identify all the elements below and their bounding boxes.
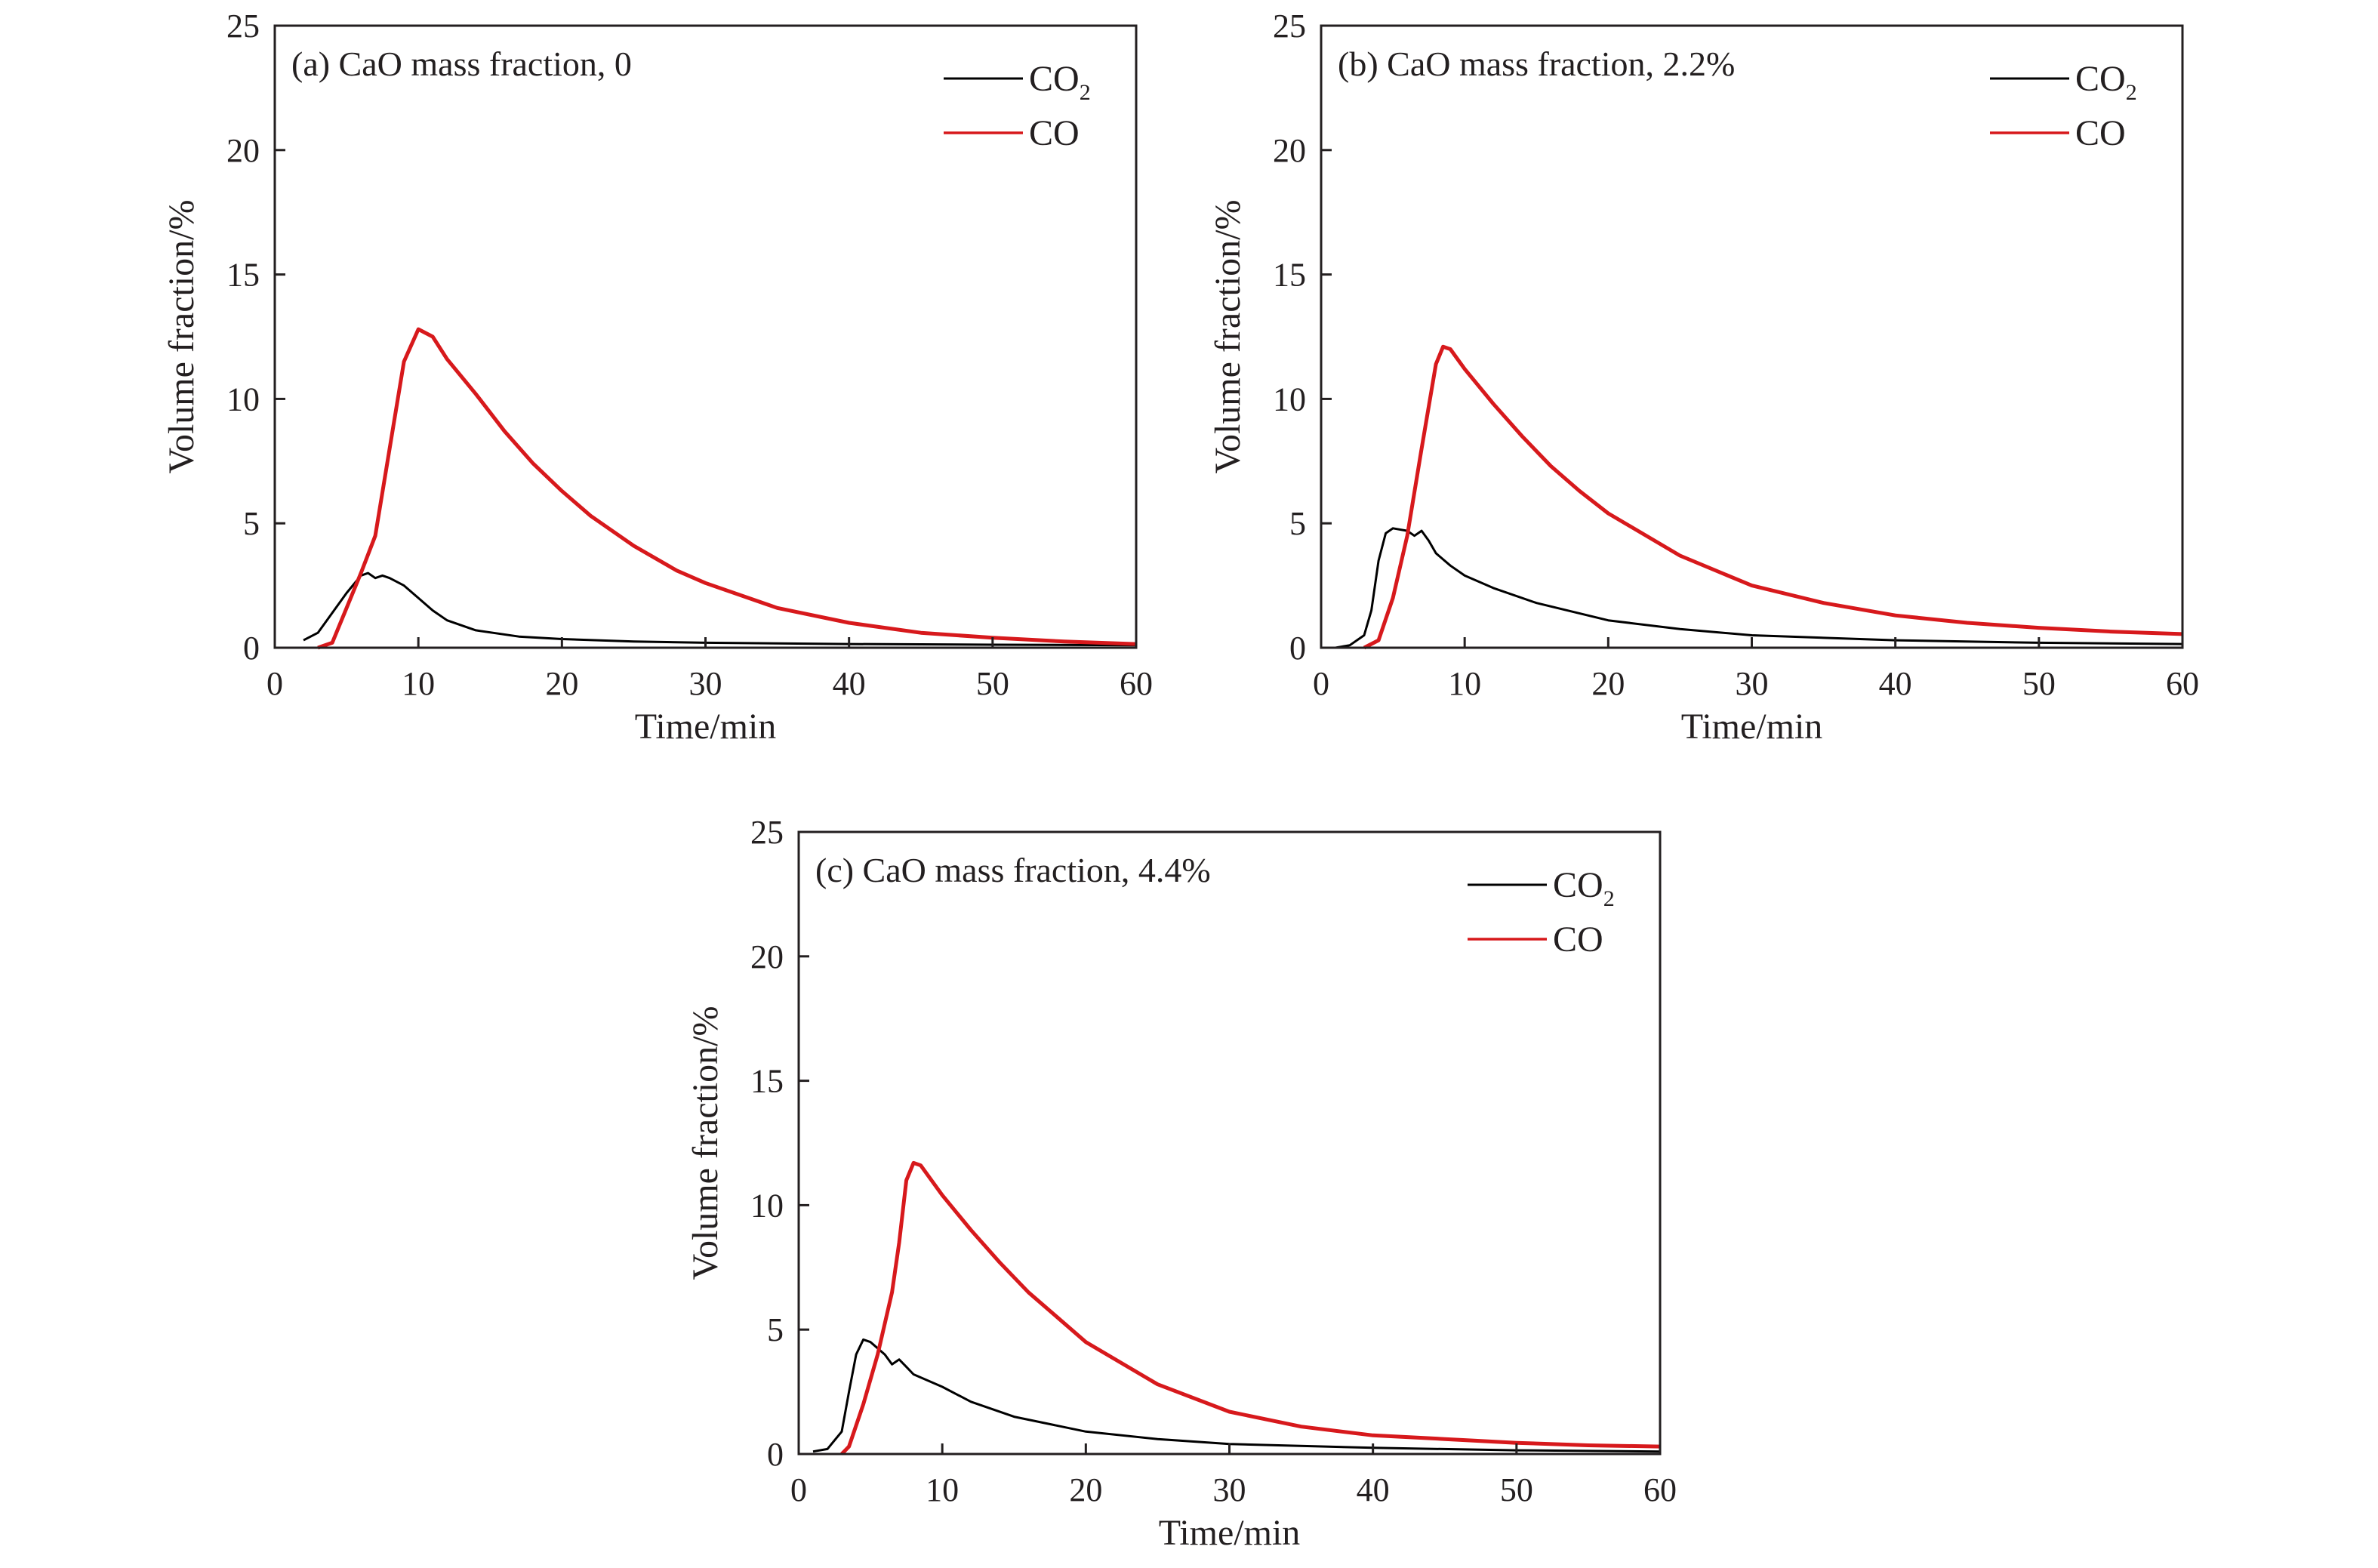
panel-title: (a) CaO mass fraction, 0 [291, 45, 632, 83]
y-tick-label: 20 [226, 132, 260, 169]
x-tick-label: 60 [1120, 665, 1153, 702]
legend-label-co2: CO2 [1029, 59, 1091, 105]
x-tick-label: 0 [1313, 665, 1329, 702]
panel-title: (b) CaO mass fraction, 2.2% [1338, 45, 1735, 83]
y-tick-label: 10 [750, 1187, 784, 1224]
y-tick-label: 0 [243, 630, 260, 667]
legend-label-co2: CO2 [2075, 59, 2137, 105]
y-tick-label: 10 [226, 380, 260, 417]
plot-frame [273, 24, 1138, 649]
y-tick-label: 15 [226, 257, 260, 294]
y-tick-label: 25 [226, 8, 260, 45]
legend-label-co2: CO2 [1553, 865, 1615, 911]
legend: CO2 CO [1990, 59, 2137, 153]
x-tick-label: 50 [976, 665, 1009, 702]
x-tick-label: 30 [1736, 665, 1769, 702]
x-tick-label: 30 [1213, 1471, 1246, 1508]
legend-label-co: CO [1029, 113, 1080, 153]
series-group [812, 1160, 1661, 1456]
x-tick-label: 50 [1500, 1471, 1533, 1508]
chart-panel-b: 0 10 20 30 40 50 60 0 5 10 15 20 25 Time/min Volume fr… [1208, 8, 2199, 747]
y-tick-label: 15 [750, 1063, 784, 1100]
series-line-co [1363, 344, 2183, 650]
chart-panel-c: 0 10 20 30 40 50 60 0 5 10 15 20 25 Time/min Volume fr… [685, 814, 1677, 1553]
x-tick-label: 0 [790, 1471, 807, 1508]
y-tick-label: 5 [1289, 505, 1306, 542]
y-tick-label: 5 [767, 1311, 784, 1348]
x-tick-label: 0 [266, 665, 283, 702]
x-tick-label: 10 [1448, 665, 1481, 702]
plot-frame [1320, 24, 2184, 649]
legend-subscript: 2 [1080, 80, 1091, 105]
x-tick-label: 10 [402, 665, 435, 702]
y-tick-label: 25 [750, 814, 784, 851]
chart-panel-a: 0 10 20 30 40 50 60 0 5 10 15 20 25 Time/min Volume fr… [162, 8, 1153, 747]
y-tick-label: 10 [1273, 380, 1306, 417]
y-tick-label: 15 [1273, 257, 1306, 294]
y-tick-label: 0 [767, 1436, 784, 1473]
plot-frame [797, 830, 1662, 1456]
y-tick-label: 20 [1273, 132, 1306, 169]
x-tick-label: 10 [926, 1471, 959, 1508]
x-axis-title: Time/min [1681, 707, 1823, 747]
y-tick-label: 20 [750, 938, 784, 975]
legend: CO2 CO [944, 59, 1091, 153]
series-line-co2 [1335, 527, 2183, 649]
y-axis-title: Volume fraction/% [1208, 199, 1248, 473]
series-line-co [840, 1160, 1661, 1456]
x-axis-title: Time/min [1159, 1513, 1301, 1553]
x-tick-label: 50 [2022, 665, 2056, 702]
series-line-co [317, 327, 1137, 650]
legend-subscript: 2 [2126, 80, 2137, 105]
legend-subscript: 2 [1603, 886, 1615, 911]
x-tick-label: 60 [1643, 1471, 1677, 1508]
series-line-co2 [812, 1338, 1661, 1453]
legend-label-co: CO [1553, 920, 1603, 960]
x-axis-title: Time/min [635, 707, 777, 747]
y-tick-label: 0 [1289, 630, 1306, 667]
panel-title: (c) CaO mass fraction, 4.4% [815, 851, 1211, 889]
series-line-co2 [303, 571, 1137, 647]
y-tick-label: 5 [243, 505, 260, 542]
y-axis-title: Volume fraction/% [685, 1006, 725, 1280]
x-tick-label: 30 [689, 665, 722, 702]
x-tick-label: 60 [2166, 665, 2199, 702]
x-tick-label: 40 [833, 665, 866, 702]
legend-label-co: CO [2075, 113, 2126, 153]
y-axis-title: Volume fraction/% [162, 199, 202, 473]
legend: CO2 CO [1468, 865, 1615, 960]
series-group [303, 327, 1137, 650]
x-tick-label: 40 [1357, 1471, 1390, 1508]
x-tick-label: 20 [1591, 665, 1625, 702]
x-tick-label: 40 [1879, 665, 1912, 702]
x-tick-label: 20 [545, 665, 578, 702]
y-tick-label: 25 [1273, 8, 1306, 45]
series-group [1335, 344, 2183, 650]
x-tick-label: 20 [1069, 1471, 1102, 1508]
